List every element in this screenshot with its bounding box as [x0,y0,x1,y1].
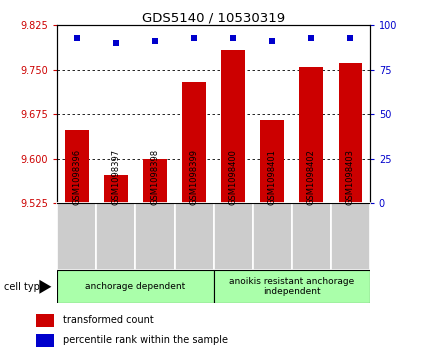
Text: transformed count: transformed count [63,315,153,325]
Bar [292,203,331,270]
Point [230,35,236,41]
Bar [300,67,323,203]
Bar [261,120,284,203]
Point [191,35,198,41]
Point [269,38,275,44]
Bar [65,130,88,203]
Point [113,40,119,46]
Bar [57,270,213,303]
Bar [331,203,370,270]
Polygon shape [40,280,51,294]
Bar [182,82,206,203]
Text: GSM1098403: GSM1098403 [346,149,355,205]
Text: GSM1098398: GSM1098398 [150,149,159,205]
Bar [213,203,252,270]
Bar [136,203,175,270]
Bar [213,270,370,303]
Point [152,38,159,44]
Bar [338,63,362,203]
Bar [104,175,128,203]
Text: GSM1098397: GSM1098397 [111,149,120,205]
Point [308,35,314,41]
Title: GDS5140 / 10530319: GDS5140 / 10530319 [142,11,285,24]
Text: cell type: cell type [4,282,46,292]
Point [347,35,354,41]
Text: GSM1098402: GSM1098402 [307,150,316,205]
Bar [57,203,96,270]
Bar [252,203,292,270]
Text: anoikis resistant anchorage
independent: anoikis resistant anchorage independent [229,277,354,297]
Text: GSM1098401: GSM1098401 [268,150,277,205]
Bar [175,203,213,270]
Bar [36,314,54,327]
Bar [36,334,54,347]
Bar [96,203,136,270]
Text: anchorage dependent: anchorage dependent [85,282,186,291]
Point [74,35,80,41]
Text: GSM1098400: GSM1098400 [229,150,238,205]
Bar [143,159,167,203]
Text: GSM1098399: GSM1098399 [190,149,198,205]
Text: percentile rank within the sample: percentile rank within the sample [63,335,228,345]
Bar [221,50,245,203]
Text: GSM1098396: GSM1098396 [72,149,82,205]
